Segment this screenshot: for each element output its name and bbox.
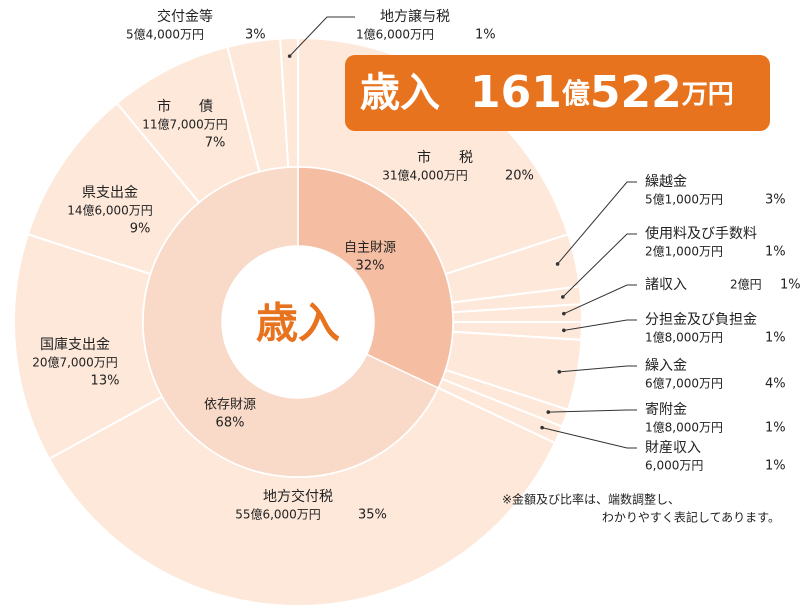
note: ※金額及び比率は、端数調整し、 [502, 492, 680, 507]
leader-line [563, 319, 637, 331]
inner-value: 68% [216, 416, 245, 431]
leader-dot [555, 262, 560, 266]
amount-label: 1億8,000万円 [645, 331, 723, 345]
amount-label: 20億7,000万円 [32, 356, 118, 370]
value-label: 3% [765, 193, 786, 208]
leader-dot [562, 311, 566, 316]
category-label: 国庫支出金 [40, 336, 110, 353]
category-label: 繰入金 [645, 358, 687, 374]
amount-label: 1億6,000万円 [356, 28, 434, 42]
category-label: 地方交付税 [263, 488, 333, 505]
amount-label: 6億7,000万円 [645, 377, 723, 391]
value-label: 1% [765, 331, 786, 346]
leader-line [563, 284, 637, 315]
value-label: 1% [765, 421, 786, 436]
amount-label: 55億6,000万円 [235, 508, 321, 522]
leader-dot [562, 328, 566, 333]
banner-label: 歳入 [360, 70, 440, 116]
category-label: 分担金及び負担金 [645, 312, 757, 328]
category-label: 繰越金 [645, 174, 687, 190]
leader-line [542, 427, 637, 449]
value-label: 9% [130, 222, 151, 237]
leader-line [548, 409, 637, 413]
note: わかりやすく表記してあります。 [602, 510, 780, 525]
leader-dot [540, 425, 544, 430]
value-label: 20% [505, 169, 534, 184]
value-label: 7% [205, 136, 226, 151]
inner-segment [142, 166, 440, 478]
value-label: 4% [765, 377, 786, 392]
amount-label: 5億1,000万円 [645, 193, 723, 207]
value-label: 1% [475, 28, 496, 43]
category-label: 交付金等 [157, 8, 213, 25]
category-label: 市 税 [417, 149, 473, 166]
category-label: 寄附金 [645, 401, 687, 418]
value-label: 35% [358, 508, 387, 523]
category-label: 財産収入 [645, 440, 701, 456]
leader-dot [557, 370, 562, 374]
leader-dot [561, 295, 565, 299]
value-label: 1% [765, 459, 786, 474]
banner [345, 55, 770, 131]
rings [13, 16, 637, 607]
banner-text: 歳入 161億522万円 [360, 67, 734, 118]
amount-label: 2億円 [730, 278, 762, 292]
value-label: 3% [245, 28, 266, 43]
inner-label: 依存財源 [204, 398, 256, 413]
center-label: 歳入 [256, 299, 340, 348]
amount-label: 14億6,000万円 [67, 204, 153, 218]
amount-label: 31億4,000万円 [382, 169, 468, 183]
leader-line [559, 365, 637, 373]
category-label: 使用料及び手数料 [645, 225, 757, 242]
amount-label: 5億4,000万円 [126, 28, 204, 42]
amount-label: 6,000万円 [645, 459, 703, 473]
banner-unit: 億 [562, 77, 590, 110]
value-label: 1% [780, 278, 800, 293]
leader-line [289, 16, 355, 57]
banner-amount: 161 [470, 67, 562, 118]
category-label: 市 債 [157, 98, 213, 115]
leader-dot [287, 54, 292, 58]
amount-label: 1億8,000万円 [645, 421, 723, 435]
leader-dot [546, 410, 551, 414]
category-label: 地方譲与税 [380, 9, 450, 25]
amount-label: 2億1,000万円 [645, 245, 723, 259]
inner-label: 自主財源 [344, 241, 396, 256]
value-label: 1% [765, 245, 786, 260]
category-label: 諸収入 [645, 277, 687, 293]
inner-value: 32% [356, 259, 385, 274]
leader-line [562, 233, 637, 298]
leader-line [557, 181, 637, 265]
amount-label: 11億7,000万円 [142, 118, 228, 132]
category-label: 県支出金 [82, 185, 138, 201]
value-label: 13% [91, 374, 120, 389]
banner-amount: 522 [590, 67, 682, 118]
banner-unit: 万円 [682, 80, 734, 110]
center [223, 247, 373, 397]
inner-segment [297, 166, 454, 389]
